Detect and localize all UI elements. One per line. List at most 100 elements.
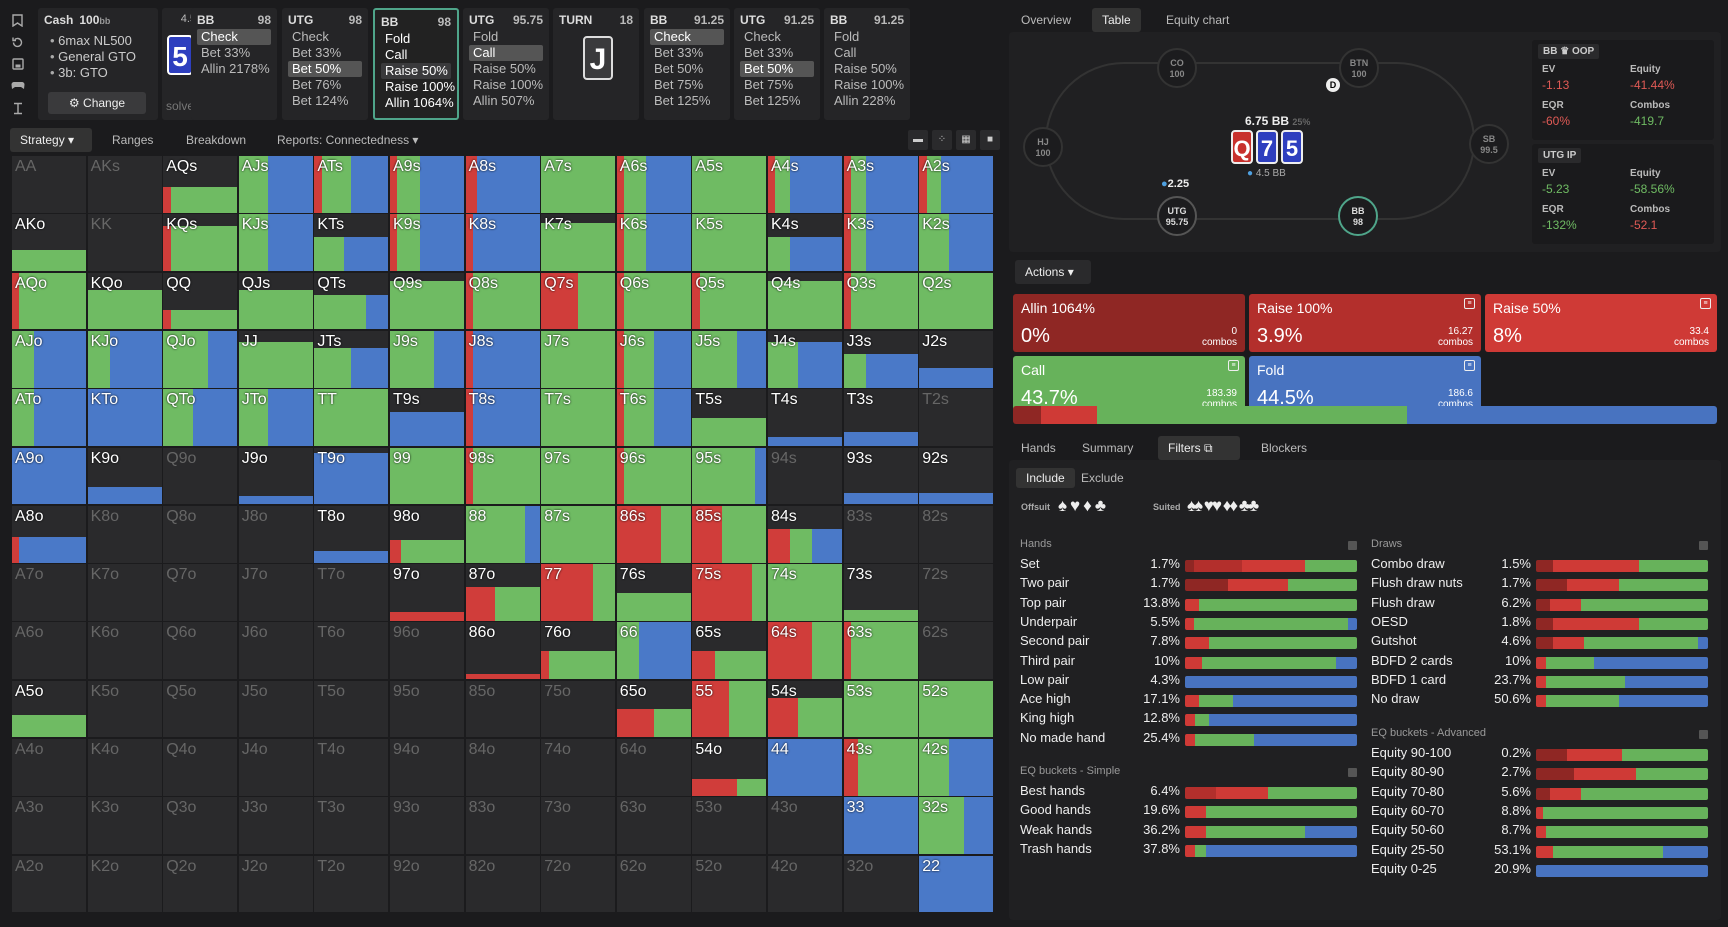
hand-cell[interactable]: KQs bbox=[163, 214, 238, 272]
hand-cell[interactable]: Q7s bbox=[541, 272, 616, 330]
hand-cell[interactable]: 97s bbox=[541, 447, 616, 505]
hand-cell[interactable]: Q6s bbox=[616, 272, 691, 330]
node-action[interactable]: Allin 228% bbox=[834, 93, 896, 108]
hand-cell[interactable]: 98o bbox=[390, 505, 465, 563]
node-action[interactable]: Bet 76% bbox=[292, 77, 342, 92]
tab-breakdown[interactable]: Breakdown bbox=[186, 133, 247, 147]
hand-cell[interactable]: Q2s bbox=[919, 272, 994, 330]
hand-cell[interactable]: 66 bbox=[616, 622, 691, 680]
node-action[interactable]: Bet 50% bbox=[288, 61, 362, 77]
hand-cell[interactable]: T9o bbox=[314, 447, 389, 505]
tree-node-bb[interactable]: BB 91.25 Fold Call Raise 50% Raise 100% Allin … bbox=[824, 8, 910, 120]
hand-cell[interactable]: 62s bbox=[919, 622, 994, 680]
hand-cell[interactable]: A2o bbox=[12, 855, 87, 913]
hand-cell[interactable]: 92s bbox=[919, 447, 994, 505]
hand-cell[interactable]: AA bbox=[12, 156, 87, 213]
action-box[interactable]: Allin 1064% 0% 0 combos bbox=[1013, 294, 1245, 352]
hand-cell[interactable]: JTo bbox=[238, 389, 313, 446]
hand-cell[interactable]: T7o bbox=[314, 564, 389, 621]
filter-row[interactable]: Low pair 4.3% bbox=[1020, 672, 1357, 690]
filter-row[interactable]: Weak hands 36.2% bbox=[1020, 822, 1357, 840]
hand-cell[interactable]: 75s bbox=[692, 564, 767, 621]
node-action[interactable]: Fold bbox=[385, 31, 411, 46]
hand-cell[interactable]: 97o bbox=[390, 564, 465, 621]
hand-cell[interactable]: QJs bbox=[238, 272, 313, 330]
hand-cell[interactable]: 84s bbox=[768, 505, 843, 563]
hand-cell[interactable]: 74o bbox=[541, 739, 616, 796]
node-action[interactable]: Raise 50% bbox=[473, 61, 536, 76]
hand-cell[interactable]: 86s bbox=[616, 505, 691, 563]
hand-cell[interactable]: K5s bbox=[692, 214, 767, 272]
hand-cell[interactable]: Q8o bbox=[163, 505, 238, 563]
tree-node-bb[interactable]: BB 98 Fold Call Raise 50% Raise 100% Allin 106… bbox=[373, 8, 459, 120]
hand-cell[interactable]: 93s bbox=[843, 447, 918, 505]
hand-cell[interactable]: J9o bbox=[238, 447, 313, 505]
filter-row[interactable]: Second pair 7.8% bbox=[1020, 633, 1357, 651]
hand-cell[interactable]: Q9s bbox=[390, 272, 465, 330]
hand-cell[interactable]: J5o bbox=[238, 680, 313, 738]
filter-row[interactable]: BDFD 1 card 23.7% bbox=[1371, 672, 1708, 690]
hand-cell[interactable]: QQ bbox=[163, 272, 238, 330]
hand-cell[interactable]: 98s bbox=[465, 447, 540, 505]
hand-cell[interactable]: T5s bbox=[692, 389, 767, 446]
node-action[interactable]: Bet 33% bbox=[292, 45, 342, 60]
tab-reports[interactable]: Reports: Connectedness ▾ bbox=[277, 133, 419, 147]
hand-cell[interactable]: 77 bbox=[541, 564, 616, 621]
hand-cell[interactable]: 76s bbox=[616, 564, 691, 621]
filter-row[interactable]: Equity 70-80 5.6% bbox=[1371, 784, 1708, 802]
tree-node-utg[interactable]: UTG 91.25 Check Bet 33% Bet 50% Bet 75% Bet 12… bbox=[734, 8, 820, 120]
hand-cell[interactable]: KK bbox=[87, 214, 162, 272]
hand-cell[interactable]: J7s bbox=[541, 330, 616, 388]
node-action[interactable]: Call bbox=[385, 47, 408, 62]
save-icon[interactable] bbox=[11, 58, 24, 71]
hand-cell[interactable]: T4o bbox=[314, 739, 389, 796]
node-action[interactable]: Allin 507% bbox=[473, 93, 535, 108]
hand-cell[interactable]: JJ bbox=[238, 330, 313, 388]
tree-node-bb[interactable]: BB 91.25 Check Bet 33% Bet 50% Bet 75% Bet 125… bbox=[644, 8, 730, 120]
filter-row[interactable]: Good hands 19.6% bbox=[1020, 802, 1357, 820]
hand-cell[interactable]: 82s bbox=[919, 505, 994, 563]
hand-cell[interactable]: 63o bbox=[616, 797, 691, 855]
filter-row[interactable]: Flush draw 6.2% bbox=[1371, 595, 1708, 613]
hand-cell[interactable]: T8s bbox=[465, 389, 540, 446]
hand-cell[interactable]: A3s bbox=[843, 156, 918, 213]
hand-cell[interactable]: T2s bbox=[919, 389, 994, 446]
include-toggle[interactable]: Include bbox=[1016, 468, 1075, 488]
action-box[interactable]: Raise 100% 3.9% 16.27 combos ≡ bbox=[1249, 294, 1481, 352]
hand-cell[interactable]: QTo bbox=[163, 389, 238, 446]
hand-cell[interactable]: K7o bbox=[87, 564, 162, 621]
hand-cell[interactable]: K4s bbox=[768, 214, 843, 272]
tab-ranges[interactable]: Ranges bbox=[112, 133, 154, 147]
hand-cell[interactable]: KQo bbox=[87, 272, 162, 330]
hand-cell[interactable]: AQo bbox=[12, 272, 87, 330]
hand-cell[interactable]: 74s bbox=[768, 564, 843, 621]
section-toggle[interactable] bbox=[1348, 768, 1357, 777]
hand-cell[interactable]: 82o bbox=[465, 855, 540, 913]
hand-cell[interactable]: 94s bbox=[768, 447, 843, 505]
node-action[interactable]: Call bbox=[834, 45, 857, 60]
hand-cell[interactable]: A8o bbox=[12, 505, 87, 563]
hand-cell[interactable]: T5o bbox=[314, 680, 389, 738]
hand-cell[interactable]: 73o bbox=[541, 797, 616, 855]
hand-cell[interactable]: K3s bbox=[843, 214, 918, 272]
filter-row[interactable]: No draw 50.6% bbox=[1371, 691, 1708, 709]
hand-cell[interactable]: 44 bbox=[768, 739, 843, 796]
filter-row[interactable]: Underpair 5.5% bbox=[1020, 614, 1357, 632]
club-icon[interactable]: ♣ bbox=[1094, 496, 1109, 515]
hand-cell[interactable]: QJo bbox=[163, 330, 238, 388]
hand-cell[interactable]: A4o bbox=[12, 739, 87, 796]
hand-cell[interactable]: 87o bbox=[465, 564, 540, 621]
action-box[interactable]: Call 43.7% 183.39 combos ≡ bbox=[1013, 356, 1245, 414]
hand-cell[interactable]: Q3s bbox=[843, 272, 918, 330]
hand-cell[interactable]: K8o bbox=[87, 505, 162, 563]
filter-row[interactable]: Top pair 13.8% bbox=[1020, 595, 1357, 613]
hand-cell[interactable]: T3o bbox=[314, 797, 389, 855]
node-action[interactable]: Bet 125% bbox=[654, 93, 711, 108]
tab-table[interactable]: Table bbox=[1092, 8, 1141, 32]
hand-cell[interactable]: 42o bbox=[768, 855, 843, 913]
filter-row[interactable]: No made hand 25.4% bbox=[1020, 730, 1357, 748]
hand-cell[interactable]: J3o bbox=[238, 797, 313, 855]
actions-dropdown[interactable]: Actions ▾ bbox=[1015, 260, 1091, 284]
exclude-toggle[interactable]: Exclude bbox=[1081, 471, 1124, 485]
hand-cell[interactable]: J4o bbox=[238, 739, 313, 796]
